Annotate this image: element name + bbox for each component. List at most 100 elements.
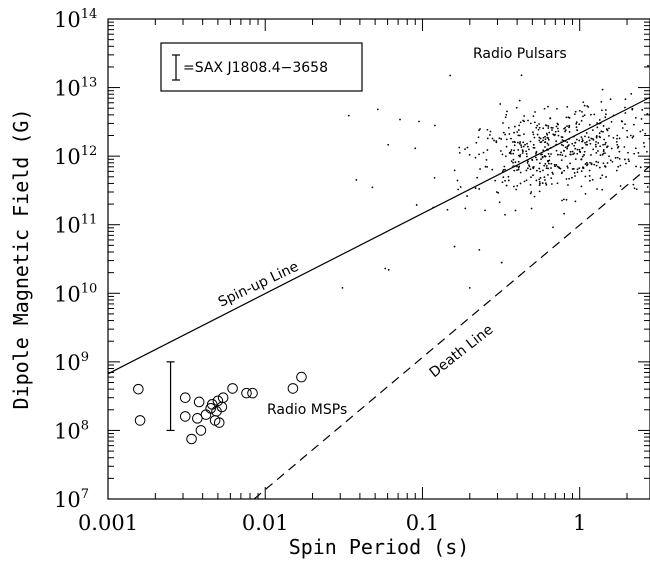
pulsar-point bbox=[540, 153, 542, 156]
pulsar-point bbox=[589, 179, 591, 182]
pulsar-point bbox=[602, 130, 604, 133]
pulsar-point bbox=[499, 103, 502, 105]
pulsar-point bbox=[521, 152, 524, 154]
pulsar-point bbox=[624, 98, 627, 101]
pulsar-point bbox=[599, 177, 602, 180]
pulsar-point bbox=[387, 268, 390, 271]
pulsar-point bbox=[585, 161, 588, 164]
pulsar-point bbox=[486, 128, 489, 131]
pulsar-point bbox=[589, 161, 591, 164]
pulsar-point bbox=[518, 124, 521, 127]
pulsar-point bbox=[601, 174, 604, 177]
pulsar-point bbox=[529, 122, 532, 125]
pulsar-point bbox=[588, 139, 591, 142]
pulsar-point bbox=[500, 138, 503, 140]
pulsar-point bbox=[560, 159, 563, 162]
pulsar-point bbox=[527, 119, 529, 122]
pulsar-point bbox=[484, 209, 486, 212]
pulsar-point bbox=[552, 133, 555, 136]
pulsar-point bbox=[633, 123, 635, 126]
pulsar-point bbox=[566, 165, 569, 168]
pulsar-point bbox=[522, 145, 525, 148]
pulsar-point bbox=[501, 170, 504, 173]
pulsar-point bbox=[446, 208, 449, 211]
pulsar-point bbox=[624, 123, 626, 126]
pulsar-point bbox=[535, 126, 538, 129]
pulsar-point bbox=[482, 151, 485, 154]
pulsar-point bbox=[630, 93, 633, 95]
pulsar-point bbox=[609, 159, 612, 162]
pulsar-point bbox=[542, 169, 544, 172]
pulsar-point bbox=[575, 126, 578, 129]
pulsar-point bbox=[584, 192, 587, 195]
msp-point bbox=[192, 413, 203, 424]
pulsar-point bbox=[619, 185, 622, 187]
pulsar-point bbox=[432, 206, 435, 209]
pulsar-point bbox=[565, 198, 568, 201]
pulsar-point bbox=[555, 164, 558, 166]
pulsar-point bbox=[523, 180, 526, 183]
pulsar-point bbox=[634, 147, 637, 150]
axis-ticks bbox=[107, 19, 650, 500]
pulsar-point bbox=[639, 166, 642, 169]
pulsar-point bbox=[505, 184, 508, 187]
pulsar-point bbox=[612, 114, 615, 117]
pulsar-point bbox=[635, 188, 638, 191]
y-axis-label: Dipole Magnetic Field (G) bbox=[9, 108, 33, 409]
pulsar-point bbox=[533, 195, 536, 198]
pulsar-point bbox=[583, 150, 586, 153]
pulsar-point bbox=[580, 170, 583, 173]
pulsar-point bbox=[519, 121, 522, 124]
y-tick-label: 1010 bbox=[54, 281, 97, 306]
pulsar-point bbox=[571, 142, 574, 145]
pulsar-point bbox=[555, 143, 558, 146]
pulsar-point bbox=[536, 133, 539, 136]
pulsar-point bbox=[584, 141, 586, 144]
pulsar-point bbox=[604, 165, 606, 168]
pulsar-point bbox=[617, 165, 620, 168]
pulsar-point bbox=[418, 120, 420, 123]
pulsar-point bbox=[510, 160, 513, 163]
pulsar-point bbox=[517, 154, 520, 157]
pulsar-point bbox=[641, 108, 644, 111]
pulsar-point bbox=[588, 123, 591, 126]
msp-point bbox=[217, 392, 229, 404]
pulsar-point bbox=[538, 126, 541, 129]
pulsar-point bbox=[580, 158, 583, 161]
pulsar-point bbox=[505, 138, 508, 141]
pulsar-point bbox=[518, 134, 521, 137]
pulsar-point bbox=[556, 165, 559, 168]
pulsar-point bbox=[504, 168, 506, 171]
pulsar-point bbox=[504, 155, 507, 158]
pulsar-point bbox=[522, 141, 525, 144]
pulsar-point bbox=[572, 153, 574, 156]
pulsar-point bbox=[631, 136, 634, 139]
pulsar-point bbox=[501, 153, 504, 156]
pulsar-point bbox=[583, 114, 586, 117]
pulsar-point bbox=[554, 165, 556, 168]
pulsar-point bbox=[495, 191, 498, 193]
pulsar-point bbox=[453, 245, 456, 248]
y-tick-label: 109 bbox=[54, 350, 89, 375]
pulsar-point bbox=[538, 139, 541, 142]
pulsar-point bbox=[643, 145, 646, 148]
pulsar-point bbox=[624, 112, 627, 114]
pulsar-point bbox=[608, 155, 610, 158]
pulsar-point bbox=[572, 135, 575, 138]
pulsar-point bbox=[478, 248, 481, 251]
pulsar-point bbox=[550, 153, 552, 155]
pulsar-point bbox=[547, 173, 549, 176]
pulsar-point bbox=[581, 110, 583, 113]
pulsar-point bbox=[626, 129, 628, 132]
pulsar-point bbox=[554, 133, 556, 136]
pulsar-point bbox=[601, 188, 604, 191]
pulsar-point bbox=[507, 179, 510, 182]
pulsar-point bbox=[611, 160, 614, 163]
pulsar-point bbox=[585, 141, 588, 143]
pulsar-point bbox=[545, 124, 548, 127]
x-tick-label: 0.1 bbox=[406, 511, 439, 535]
y-tick-label: 1014 bbox=[54, 7, 97, 32]
pulsar-point bbox=[567, 116, 570, 119]
pulsar-point bbox=[517, 168, 520, 171]
pulsar-point bbox=[548, 159, 551, 162]
